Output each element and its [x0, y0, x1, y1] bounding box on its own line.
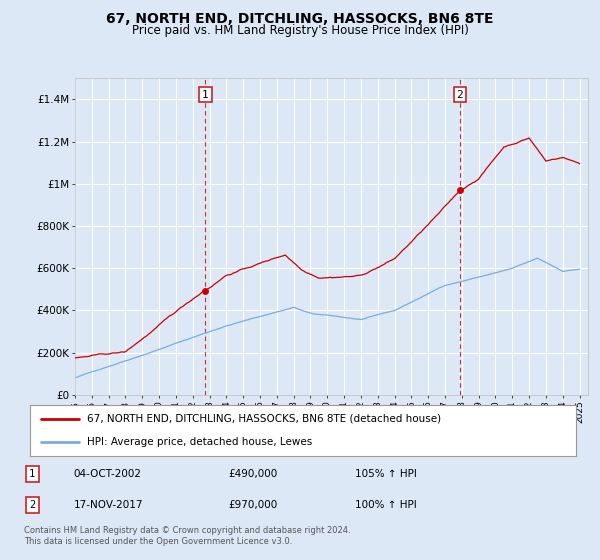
Text: 2: 2 — [457, 90, 463, 100]
Text: 17-NOV-2017: 17-NOV-2017 — [74, 500, 143, 510]
Text: Contains HM Land Registry data © Crown copyright and database right 2024.
This d: Contains HM Land Registry data © Crown c… — [24, 526, 350, 546]
Text: 67, NORTH END, DITCHLING, HASSOCKS, BN6 8TE: 67, NORTH END, DITCHLING, HASSOCKS, BN6 … — [106, 12, 494, 26]
Text: 1: 1 — [29, 469, 35, 479]
Text: 105% ↑ HPI: 105% ↑ HPI — [355, 469, 417, 479]
Text: £970,000: £970,000 — [228, 500, 277, 510]
Text: 1: 1 — [202, 90, 209, 100]
Text: HPI: Average price, detached house, Lewes: HPI: Average price, detached house, Lewe… — [88, 437, 313, 447]
Text: Price paid vs. HM Land Registry's House Price Index (HPI): Price paid vs. HM Land Registry's House … — [131, 24, 469, 36]
Text: 67, NORTH END, DITCHLING, HASSOCKS, BN6 8TE (detached house): 67, NORTH END, DITCHLING, HASSOCKS, BN6 … — [88, 414, 442, 424]
Text: 04-OCT-2002: 04-OCT-2002 — [74, 469, 142, 479]
Text: 2: 2 — [29, 500, 35, 510]
Text: £490,000: £490,000 — [228, 469, 277, 479]
Text: 100% ↑ HPI: 100% ↑ HPI — [355, 500, 417, 510]
